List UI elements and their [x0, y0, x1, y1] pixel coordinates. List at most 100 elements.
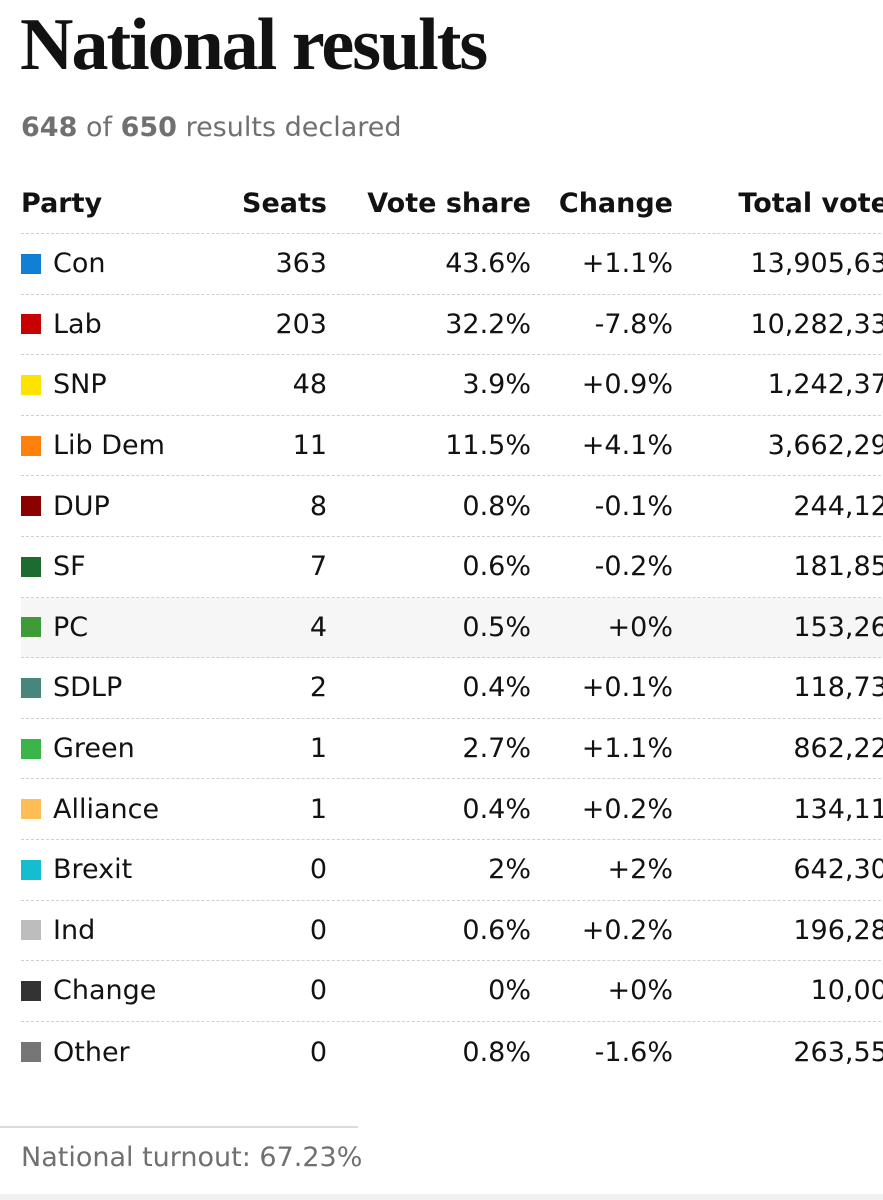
bottom-divider-bar: [0, 1194, 883, 1200]
table-row[interactable]: Lab 203 32.2% -7.8% 10,282,332: [21, 295, 883, 356]
party-cell: Change: [21, 961, 156, 1021]
seats-cell: 8: [309, 490, 327, 522]
total-votes-cell: 153,265: [793, 611, 883, 643]
declared-count: 648: [21, 112, 78, 143]
change-cell: -0.2%: [594, 551, 673, 583]
seats-cell: 0: [309, 914, 327, 946]
seats-cell: 1: [309, 733, 327, 765]
seats-cell: 0: [309, 1036, 327, 1068]
declared-total: 650: [120, 112, 177, 143]
change-cell: +1.1%: [581, 733, 673, 765]
total-votes-cell: 263,556: [793, 1036, 883, 1068]
declared-suffix: results declared: [185, 112, 402, 143]
page-title: National results: [20, 4, 488, 86]
seats-cell: 48: [292, 369, 327, 401]
party-cell: DUP: [21, 476, 110, 536]
party-name: DUP: [53, 490, 110, 522]
vote-share-cell: 2.7%: [462, 733, 531, 765]
party-name: Lab: [53, 308, 102, 340]
vote-share-cell: 2%: [488, 854, 531, 886]
change-cell: +0%: [607, 611, 673, 643]
vote-share-cell: 0.5%: [462, 611, 531, 643]
table-row[interactable]: Lib Dem 11 11.5% +4.1% 3,662,297: [21, 416, 883, 477]
table-row[interactable]: Ind 0 0.6% +0.2% 196,287: [21, 901, 883, 962]
party-color-swatch: [21, 314, 41, 335]
vote-share-cell: 0.8%: [462, 490, 531, 522]
party-name: SNP: [53, 369, 107, 401]
total-votes-cell: 1,242,372: [767, 369, 883, 401]
total-votes-cell: 244,128: [793, 490, 883, 522]
seats-cell: 11: [292, 430, 327, 462]
header-change: Change: [558, 188, 673, 219]
party-name: Brexit: [53, 854, 133, 886]
change-cell: -0.1%: [594, 490, 673, 522]
table-row[interactable]: Con 363 43.6% +1.1% 13,905,634: [21, 234, 883, 295]
party-name: PC: [53, 611, 89, 643]
seats-cell: 2: [309, 672, 327, 704]
vote-share-cell: 0.4%: [462, 672, 531, 704]
table-row[interactable]: Brexit 0 2% +2% 642,303: [21, 840, 883, 901]
party-color-swatch: [21, 799, 41, 820]
party-name: SF: [53, 551, 86, 583]
table-row[interactable]: Green 1 2.7% +1.1% 862,224: [21, 719, 883, 780]
party-color-swatch: [21, 738, 41, 759]
change-cell: +4.1%: [581, 430, 673, 462]
seats-cell: 7: [309, 551, 327, 583]
party-color-swatch: [21, 1042, 41, 1063]
party-color-swatch: [21, 253, 41, 274]
table-row[interactable]: SF 7 0.6% -0.2% 181,853: [21, 537, 883, 598]
party-cell: Con: [21, 234, 105, 294]
table-row[interactable]: SDLP 2 0.4% +0.1% 118,737: [21, 658, 883, 719]
party-color-swatch: [21, 920, 41, 941]
party-cell: SF: [21, 537, 86, 597]
party-name: SDLP: [53, 672, 123, 704]
change-cell: +0.2%: [581, 793, 673, 825]
header-total-votes: Total votes: [738, 188, 883, 219]
footer-divider: [0, 1126, 358, 1128]
total-votes-cell: 196,287: [793, 914, 883, 946]
change-cell: +0.9%: [581, 369, 673, 401]
change-cell: +0.2%: [581, 914, 673, 946]
party-color-swatch: [21, 496, 41, 517]
total-votes-cell: 118,737: [793, 672, 883, 704]
party-color-swatch: [21, 556, 41, 577]
header-party: Party: [21, 188, 103, 219]
table-row[interactable]: SNP 48 3.9% +0.9% 1,242,372: [21, 355, 883, 416]
table-row[interactable]: Alliance 1 0.4% +0.2% 134,115: [21, 779, 883, 840]
party-name: Other: [53, 1036, 130, 1068]
total-votes-cell: 642,303: [793, 854, 883, 886]
change-cell: +2%: [607, 854, 673, 886]
party-name: Change: [53, 975, 157, 1007]
total-votes-cell: 10,282,332: [750, 308, 883, 340]
party-name: Lib Dem: [53, 430, 165, 462]
vote-share-cell: 3.9%: [462, 369, 531, 401]
national-turnout: National turnout: 67.23%: [21, 1142, 363, 1173]
party-cell: Lab: [21, 295, 102, 355]
seats-cell: 363: [275, 248, 327, 280]
party-color-swatch: [21, 435, 41, 456]
table-row[interactable]: DUP 8 0.8% -0.1% 244,128: [21, 476, 883, 537]
results-declared-summary: 648 of 650 results declared: [21, 110, 402, 146]
party-name: Alliance: [53, 793, 160, 825]
vote-share-cell: 0.6%: [462, 551, 531, 583]
table-row[interactable]: Other 0 0.8% -1.6% 263,556: [21, 1022, 883, 1083]
party-name: Green: [53, 733, 135, 765]
vote-share-cell: 0.6%: [462, 914, 531, 946]
vote-share-cell: 0.8%: [462, 1036, 531, 1068]
party-cell: PC: [21, 598, 88, 658]
seats-cell: 1: [309, 793, 327, 825]
party-cell: SDLP: [21, 658, 122, 718]
change-cell: +0.1%: [581, 672, 673, 704]
vote-share-cell: 43.6%: [445, 248, 531, 280]
party-color-swatch: [21, 859, 41, 880]
declared-of: of: [85, 112, 112, 143]
change-cell: +1.1%: [581, 248, 673, 280]
party-name: Con: [53, 248, 106, 280]
table-row[interactable]: PC 4 0.5% +0% 153,265: [21, 597, 883, 659]
table-row[interactable]: Change 0 0% +0% 10,006: [21, 961, 883, 1022]
seats-cell: 203: [275, 308, 327, 340]
party-cell: Alliance: [21, 779, 159, 839]
party-color-swatch: [21, 677, 41, 698]
table-header-row: Party Seats Vote share Change Total vote…: [21, 174, 883, 234]
total-votes-cell: 10,006: [810, 975, 883, 1007]
